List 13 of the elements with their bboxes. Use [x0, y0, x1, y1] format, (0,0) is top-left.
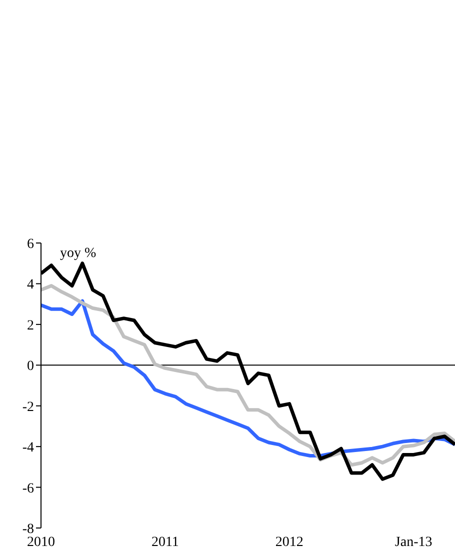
- y-tick-label: -4: [22, 440, 34, 456]
- y-tick-label: -2: [22, 400, 34, 415]
- x-tick-label: 2012: [275, 534, 304, 550]
- y-tick-label: -6: [22, 481, 34, 496]
- y-tick-label: 0: [27, 359, 34, 374]
- x-tick-label: 2010: [27, 534, 55, 550]
- y-tick-label: -8: [22, 522, 34, 537]
- y-tick-label: 2: [27, 318, 34, 334]
- y-tick-label: 6: [27, 236, 34, 252]
- x-tick-label: Jan-13: [394, 534, 432, 550]
- x-tick-label: 2011: [151, 534, 179, 550]
- y-tick-label: 4: [27, 278, 34, 293]
- annotation: yoy %: [60, 246, 96, 262]
